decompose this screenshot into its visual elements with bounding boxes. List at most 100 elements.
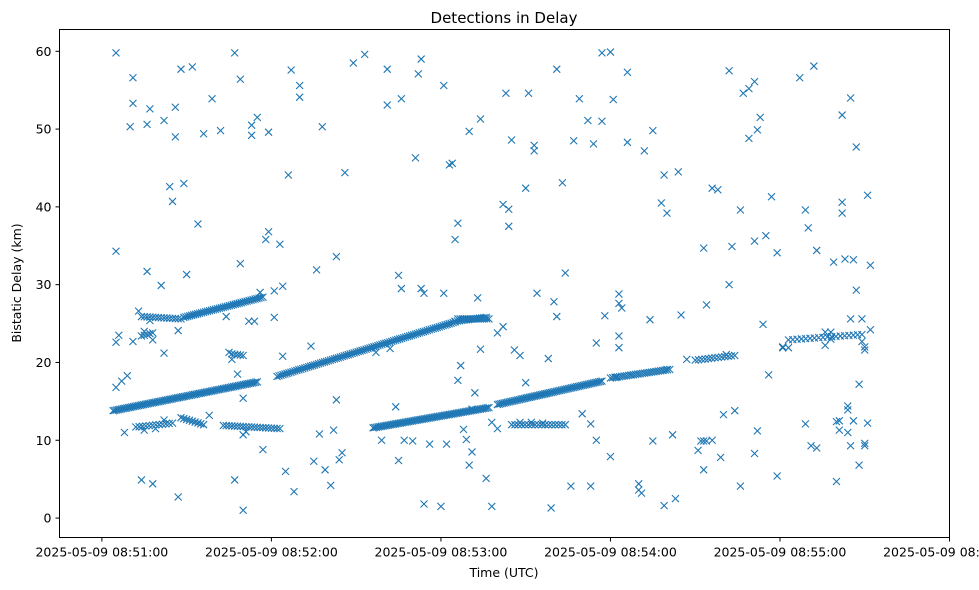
data-point-marker <box>852 286 861 295</box>
data-point-marker <box>660 171 669 179</box>
data-point-marker <box>400 436 409 445</box>
data-point-marker <box>547 420 556 429</box>
data-point-marker <box>377 436 386 445</box>
data-point-marker <box>239 506 248 515</box>
data-point-marker <box>244 317 253 326</box>
data-point-marker <box>575 94 584 103</box>
data-point-marker <box>795 73 804 82</box>
data-point-marker <box>648 126 657 135</box>
data-point-marker <box>598 48 606 57</box>
data-point-marker <box>764 371 773 379</box>
data-point-marker <box>713 185 722 194</box>
data-point-marker <box>586 420 595 428</box>
data-point-marker <box>717 353 726 361</box>
data-point-marker <box>239 394 248 403</box>
data-point-marker <box>470 388 479 397</box>
data-point-marker <box>499 322 507 331</box>
data-point-marker <box>648 437 657 445</box>
data-point-marker <box>275 240 284 249</box>
data-point-marker <box>534 420 543 429</box>
data-point-marker <box>332 252 341 261</box>
data-point-marker <box>714 353 723 362</box>
data-point-marker <box>236 75 245 84</box>
data-point-marker <box>148 329 157 337</box>
data-point-marker <box>160 349 168 358</box>
data-point-marker <box>855 461 863 470</box>
data-point-marker <box>273 424 281 433</box>
data-point-marker <box>694 355 703 364</box>
data-point-marker <box>120 428 129 437</box>
data-point-marker <box>694 446 702 455</box>
data-point-marker <box>835 426 844 435</box>
data-point-marker <box>634 479 643 488</box>
data-point-marker <box>657 199 666 207</box>
data-point-marker <box>386 344 394 353</box>
data-point-marker <box>801 420 810 428</box>
data-point-marker <box>846 94 855 102</box>
x-tick-label: 2025-05-09 08:56:00 <box>883 545 979 560</box>
data-point-marker <box>812 246 821 255</box>
data-point-marker <box>112 247 120 256</box>
data-point-marker <box>394 271 403 280</box>
data-point-marker <box>485 403 493 412</box>
data-point-marker <box>453 219 462 228</box>
data-point-marker <box>838 198 847 207</box>
data-point-marker <box>541 420 550 429</box>
data-point-marker <box>843 406 852 414</box>
data-point-marker <box>544 420 553 429</box>
data-point-marker <box>596 377 605 386</box>
data-point-marker <box>160 116 168 125</box>
data-point-marker <box>394 456 403 465</box>
data-point-marker <box>640 146 649 155</box>
data-point-marker <box>168 197 177 206</box>
data-point-marker <box>129 73 137 82</box>
data-point-marker <box>143 267 151 276</box>
data-point-marker <box>812 444 821 452</box>
data-point-marker <box>623 68 632 77</box>
data-point-marker <box>701 355 709 363</box>
data-point-marker <box>663 365 672 374</box>
data-point-marker <box>335 455 344 464</box>
data-point-marker <box>533 289 541 298</box>
data-point-marker <box>849 416 858 425</box>
data-point-marker <box>623 138 632 147</box>
y-tick-label: 10 <box>36 433 52 448</box>
data-point-marker <box>767 192 776 201</box>
data-point-marker <box>483 403 492 412</box>
data-point-marker <box>408 437 417 445</box>
data-point-marker <box>261 235 270 244</box>
data-point-marker <box>671 494 680 503</box>
data-point-marker <box>318 122 327 131</box>
data-point-marker <box>137 476 146 484</box>
data-point-marker <box>835 416 844 425</box>
x-axis: 2025-05-09 08:51:00 2025-05-09 08:52:00 20… <box>35 537 979 560</box>
data-point-marker <box>592 436 601 445</box>
data-point-marker <box>691 356 700 365</box>
data-point-marker <box>708 184 717 193</box>
data-point-marker <box>437 502 445 511</box>
data-point-marker <box>724 352 733 361</box>
data-point-marker <box>191 418 200 426</box>
data-point-marker <box>312 265 321 274</box>
data-point-marker <box>606 452 615 461</box>
data-point-marker <box>704 354 713 363</box>
data-point-marker <box>473 294 482 302</box>
data-point-marker <box>674 167 683 176</box>
data-point-marker <box>730 351 739 360</box>
y-tick-label: 0 <box>44 511 52 526</box>
data-point-marker <box>821 341 830 350</box>
data-point-marker <box>251 378 260 387</box>
data-point-marker <box>849 255 858 264</box>
data-point-marker <box>439 289 448 298</box>
data-point-marker <box>129 337 137 346</box>
data-point-marker <box>230 476 239 484</box>
data-point-marker <box>264 128 273 137</box>
data-point-marker <box>841 255 849 263</box>
data-point-marker <box>696 437 705 445</box>
data-point-marker <box>521 420 529 429</box>
data-point-marker <box>468 448 476 456</box>
plot-frame <box>59 29 950 538</box>
data-point-marker <box>145 421 154 430</box>
data-point-marker <box>801 206 810 214</box>
data-point-marker <box>720 352 729 361</box>
